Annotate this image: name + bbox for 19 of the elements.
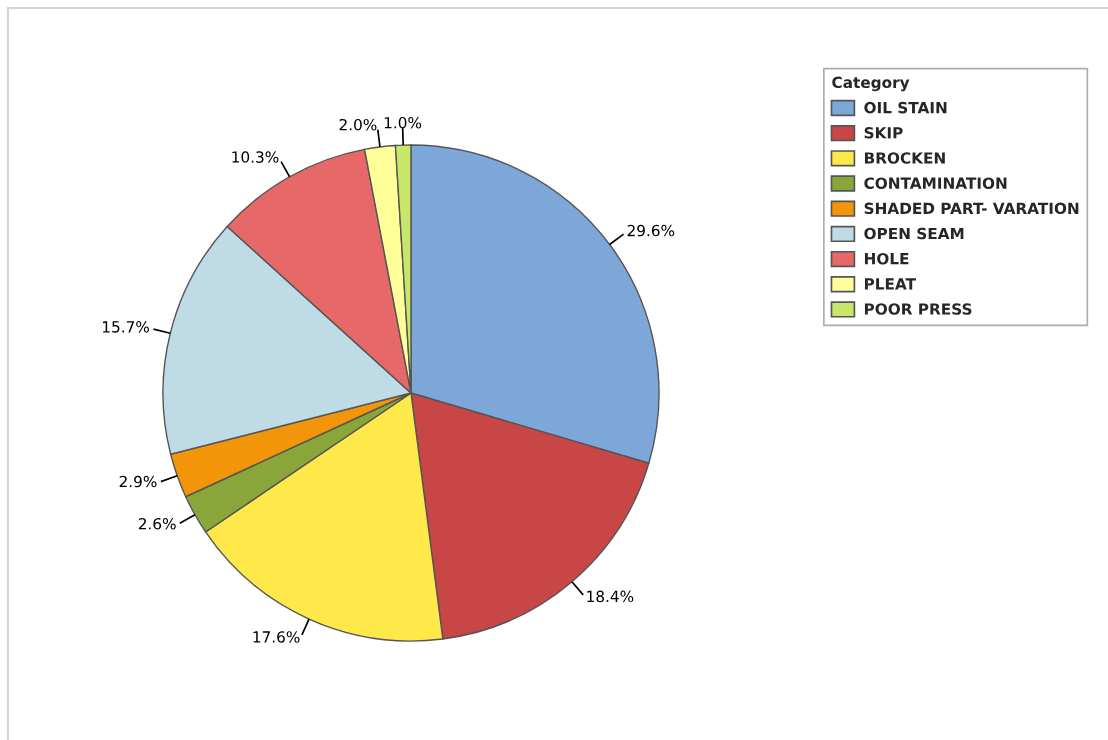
data-label: 29.6% [627, 224, 675, 237]
legend-label: HOLE [864, 252, 909, 265]
data-label: 2.9% [119, 475, 157, 488]
legend-label: OIL STAIN [864, 101, 947, 114]
data-label: 18.4% [587, 590, 634, 603]
data-label: 17.6% [253, 631, 300, 643]
legend-title: Category [832, 76, 910, 92]
legend-label: BROCKEN [864, 152, 945, 164]
legend-label: SHADED PART- VARATION [864, 202, 1079, 215]
legend-label: PLEAT [864, 278, 916, 290]
data-label: 2.0% [339, 118, 377, 131]
legend-label: OPEN SEAM [864, 227, 964, 240]
data-label: 2.6% [138, 517, 176, 530]
data-label: 10.3% [232, 151, 279, 163]
legend-label: POOR PRESS [864, 303, 972, 315]
legend-label: CONTAMINATION [864, 177, 1007, 189]
data-label: 1.0% [384, 116, 422, 129]
legend-label: SKIP [864, 127, 903, 139]
data-label: 15.7% [102, 321, 149, 333]
